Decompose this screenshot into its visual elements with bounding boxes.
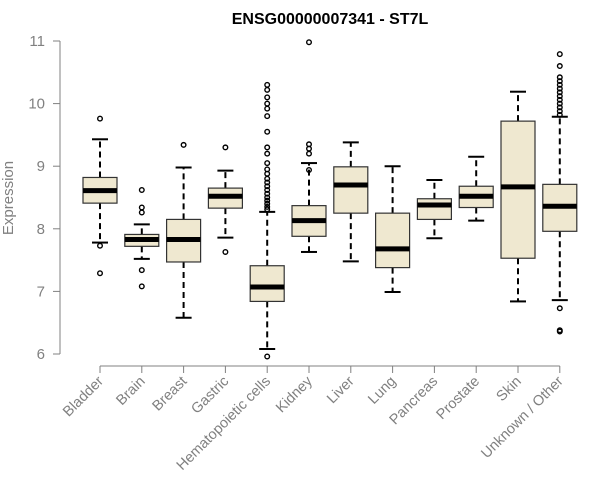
outlier-point [556, 328, 563, 335]
iqr-box [375, 212, 411, 269]
outlier-point [556, 96, 563, 103]
outlier-point [138, 204, 145, 211]
x-tick-label: Brain [113, 374, 148, 409]
iqr-box [249, 265, 285, 303]
outlier-point [556, 85, 563, 92]
box-kidney [291, 39, 327, 253]
outlier-point [96, 270, 103, 277]
y-tick-label: 7 [37, 283, 45, 300]
outlier-point [96, 115, 103, 122]
outlier-point [306, 166, 313, 173]
outlier-point [138, 186, 145, 193]
box-breast [166, 141, 202, 319]
outlier-point [222, 248, 229, 255]
box-hematopoietic-cells [249, 81, 285, 360]
outlier-point [264, 128, 271, 135]
outlier-point [556, 51, 563, 58]
outlier-point [138, 283, 145, 290]
outlier-point [556, 104, 563, 111]
outlier-point [264, 150, 271, 157]
outlier-point [264, 100, 271, 107]
outlier-point [264, 179, 271, 186]
x-tick-label: Lung [365, 374, 399, 408]
outlier-point [222, 144, 229, 151]
outlier-point [556, 108, 563, 115]
outlier-point [556, 100, 563, 107]
y-axis-label: Expression [0, 161, 17, 235]
outlier-point [138, 209, 145, 216]
outlier-point [556, 111, 563, 118]
outlier-point [264, 197, 271, 204]
outlier-point [264, 81, 271, 88]
y-tick-label: 11 [29, 33, 45, 50]
box-bladder [82, 115, 118, 277]
box-lung [375, 165, 411, 294]
outlier-point [556, 89, 563, 96]
outlier-point [96, 242, 103, 249]
outlier-point [556, 78, 563, 85]
x-tick-label: Kidney [273, 373, 316, 416]
box-gastric [207, 144, 243, 255]
chart-title: ENSG00000007341 - ST7L [232, 11, 429, 28]
x-tick-label: Liver [324, 373, 358, 407]
outlier-point [264, 160, 271, 167]
box-brain [124, 186, 160, 290]
outlier-point [180, 141, 187, 148]
outlier-point [556, 305, 563, 312]
x-tick-label: Bladder [60, 373, 107, 420]
outlier-point [556, 63, 563, 70]
box-skin [500, 90, 536, 303]
outlier-point [264, 194, 271, 201]
outlier-point [264, 203, 271, 210]
outlier-point [264, 353, 271, 360]
outlier-point [264, 170, 271, 177]
y-tick-label: 10 [28, 96, 45, 113]
outlier-point [264, 200, 271, 207]
outlier-point [264, 144, 271, 151]
box-liver [333, 141, 369, 263]
outlier-point [264, 183, 271, 190]
iqr-box [500, 120, 536, 259]
box-unknown-other [542, 51, 578, 335]
outlier-point [556, 81, 563, 88]
outlier-point [264, 105, 271, 112]
y-tick-label: 6 [37, 346, 45, 363]
outlier-point [264, 113, 271, 120]
outlier-point [264, 86, 271, 93]
outlier-point [138, 267, 145, 274]
outlier-point [306, 150, 313, 157]
x-tick-label: Prostate [434, 374, 483, 423]
y-tick-label: 9 [37, 158, 45, 175]
x-tick-label: Skin [494, 374, 525, 405]
y-tick-label: 8 [37, 221, 45, 238]
outlier-point [556, 93, 563, 100]
outlier-point [306, 145, 313, 152]
iqr-box [333, 166, 369, 214]
outlier-point [264, 190, 271, 197]
outlier-point [264, 175, 271, 182]
outlier-point [264, 94, 271, 101]
x-tick-label: Breast [149, 374, 190, 415]
y-axis: 6 7 8 9 10 11 [28, 33, 61, 363]
box-series [82, 39, 578, 360]
box-pancreas [416, 178, 452, 240]
outlier-point [306, 39, 313, 46]
outlier-point [264, 206, 271, 213]
box-prostate [458, 155, 494, 222]
outlier-point [264, 186, 271, 193]
iqr-box [416, 198, 452, 221]
outlier-point [556, 74, 563, 81]
